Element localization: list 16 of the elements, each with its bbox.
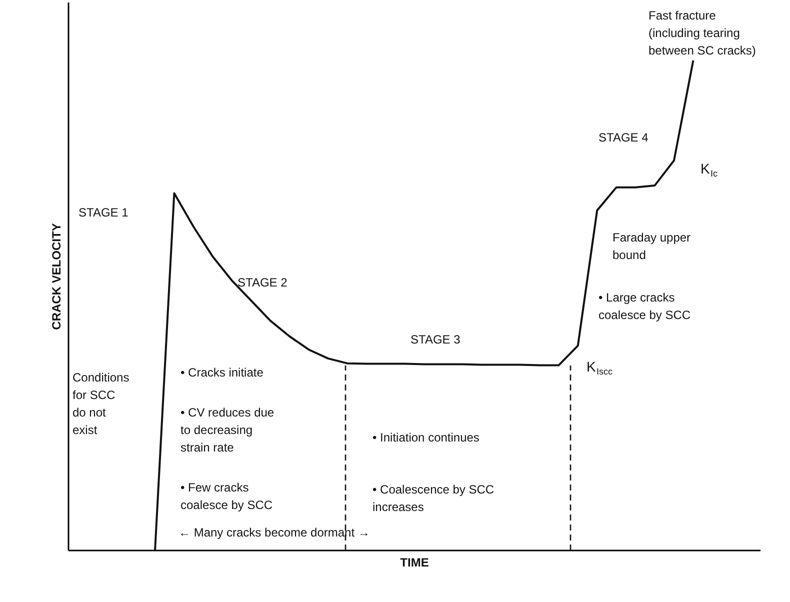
annotation: • CV reduces due to decreasing strain rate bbox=[180, 406, 274, 454]
annotation: STAGE 3 bbox=[410, 332, 461, 346]
x-axis-title: TIME bbox=[400, 556, 429, 570]
annotation: • Few cracks coalesce by SCC bbox=[180, 480, 273, 512]
annotation: Faraday upper bound bbox=[612, 230, 691, 262]
annotation: STAGE 2 bbox=[238, 276, 288, 290]
annotation: Conditions for SCC do not exist bbox=[72, 370, 130, 437]
annotation: STAGE 1 bbox=[78, 206, 129, 220]
annotation: • Cracks initiate bbox=[180, 366, 264, 380]
annotation: • Coalescence by SCC increases bbox=[372, 482, 494, 514]
annotation: STAGE 4 bbox=[598, 130, 649, 144]
annotation: ← Many cracks become dormant → bbox=[178, 526, 370, 540]
annotation: • Large cracks coalesce by SCC bbox=[598, 290, 691, 322]
text: Fast fracture (including tearing between SC cracks) bbox=[648, 8, 756, 58]
annotation: • Initiation continues bbox=[372, 430, 480, 444]
y-axis-title: CRACK VELOCITY bbox=[50, 223, 64, 330]
